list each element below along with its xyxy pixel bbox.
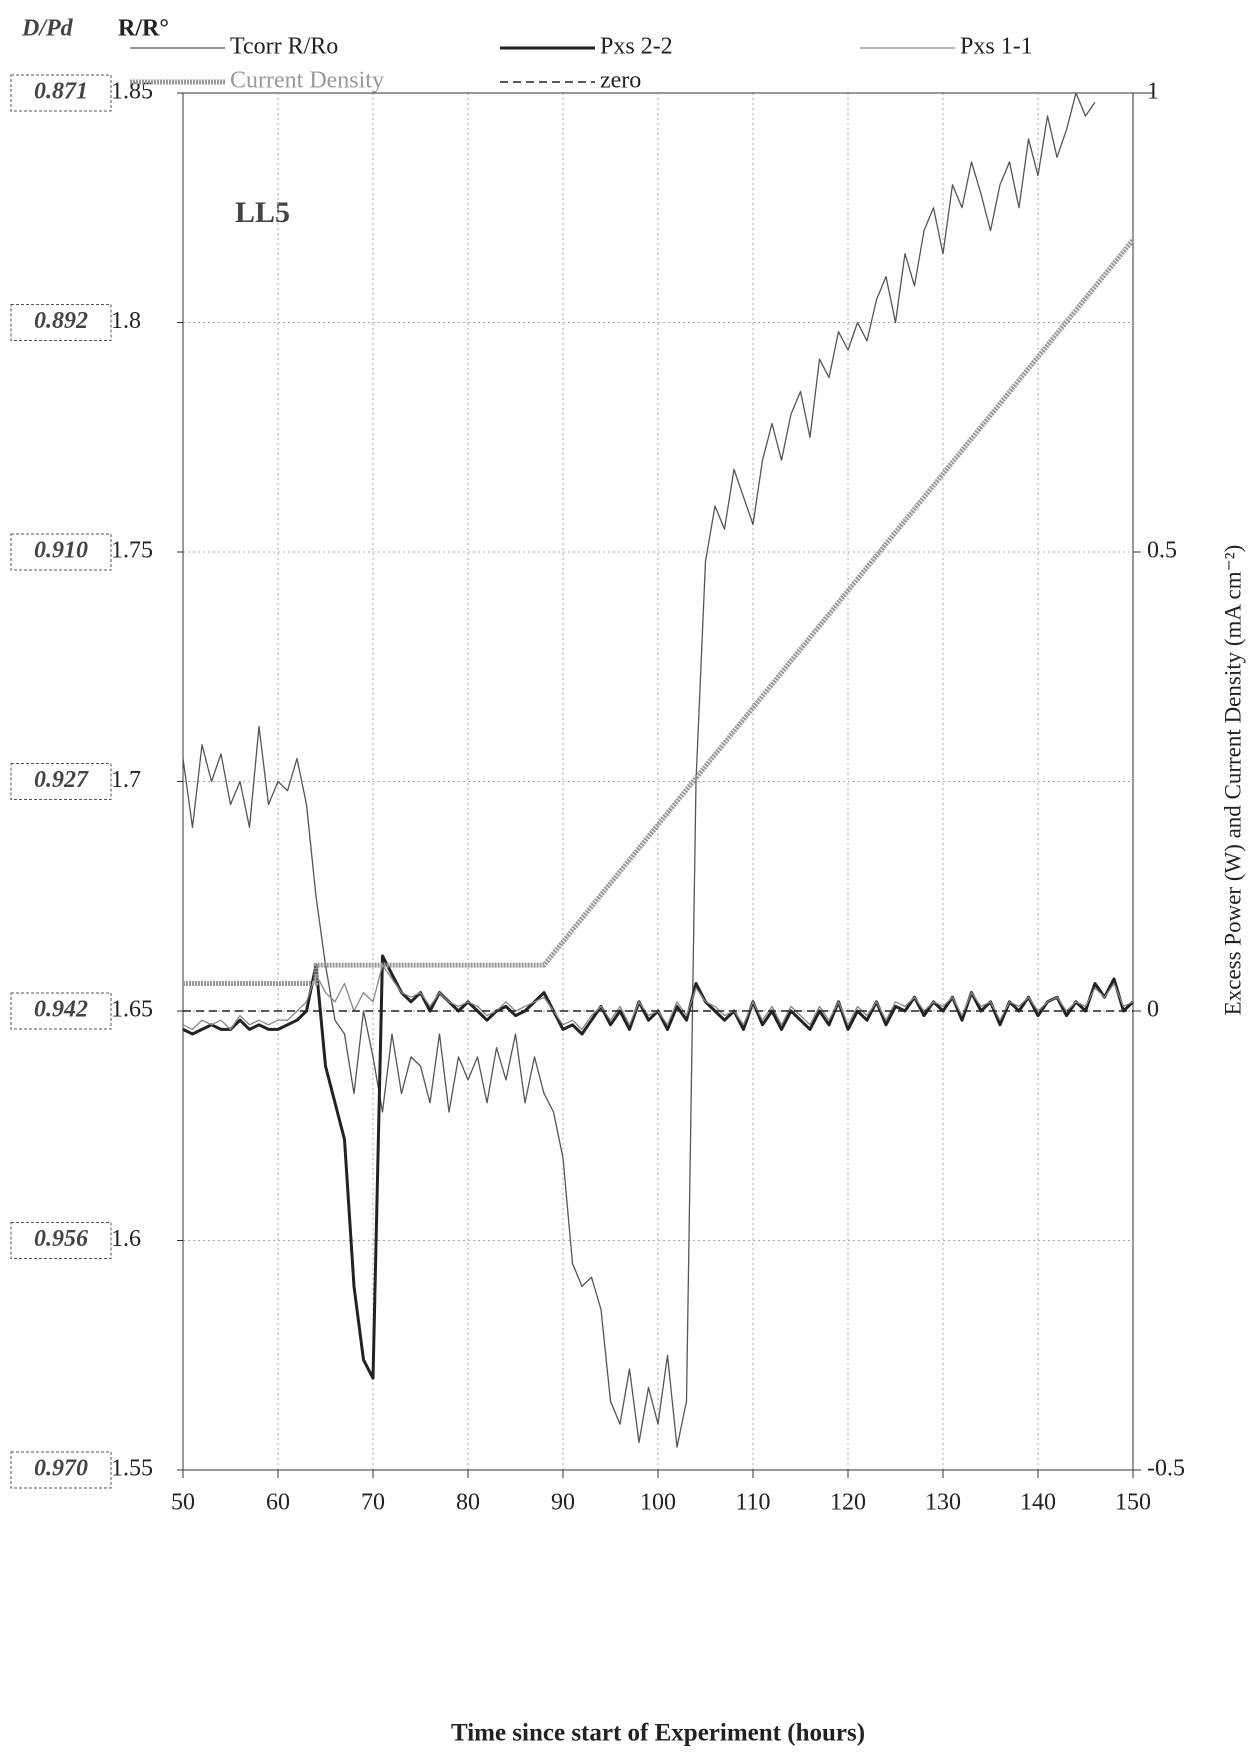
y-axis-title: R/R° <box>118 16 169 42</box>
x-tick-label: 50 <box>171 1490 195 1516</box>
x-tick-label: 90 <box>551 1490 575 1516</box>
legend-label: Pxs 2-2 <box>600 34 673 60</box>
dpd-label: 0.892 <box>34 308 88 334</box>
legend-label: Current Density <box>230 68 384 94</box>
y2-tick-label: 1 <box>1147 79 1159 105</box>
legend-label: zero <box>600 68 641 94</box>
dpd-label: 0.871 <box>34 79 88 105</box>
dpd-label: 0.970 <box>34 1456 88 1482</box>
legend-label: Pxs 1-1 <box>960 34 1033 60</box>
dpd-box <box>10 1222 112 1259</box>
x-tick-label: 70 <box>361 1490 385 1516</box>
annotation: LL5 <box>235 196 290 229</box>
dpd-label: 0.942 <box>34 997 88 1023</box>
y-tick-label: 1.65 <box>111 997 153 1023</box>
x-tick-label: 130 <box>925 1490 961 1516</box>
dpd-box <box>10 533 112 571</box>
dpd-label: 0.927 <box>34 767 89 793</box>
x-axis-title: Time since start of Experiment (hours) <box>451 1720 865 1747</box>
y-tick-label: 1.6 <box>111 1226 141 1252</box>
series-line <box>182 92 1096 1448</box>
dpd-box <box>10 74 112 112</box>
dpd-box <box>10 304 112 341</box>
y-tick-label: 1.55 <box>111 1456 153 1482</box>
legend-label: Tcorr R/Ro <box>230 34 338 60</box>
dpd-box <box>10 992 112 1030</box>
y2-axis-title: Excess Power (W) and Current Density (mA… <box>1220 545 1245 1016</box>
x-tick-label: 140 <box>1020 1490 1056 1516</box>
x-tick-label: 110 <box>735 1490 770 1516</box>
x-tick-label: 60 <box>266 1490 290 1516</box>
x-tick-label: 80 <box>456 1490 480 1516</box>
y3-axis-title: D/Pd <box>21 16 74 42</box>
x-tick-label: 150 <box>1115 1490 1151 1516</box>
x-tick-label: 100 <box>640 1490 676 1516</box>
y-tick-label: 1.8 <box>111 308 141 334</box>
y2-tick-label: -0.5 <box>1147 1456 1185 1482</box>
dpd-label: 0.910 <box>34 538 88 564</box>
y-tick-label: 1.7 <box>111 767 141 793</box>
y-tick-label: 1.75 <box>111 538 153 564</box>
dpd-label: 0.956 <box>34 1226 88 1252</box>
y2-tick-label: 0 <box>1147 997 1159 1023</box>
dpd-box <box>10 763 112 800</box>
x-tick-label: 120 <box>830 1490 866 1516</box>
dpd-box <box>10 1451 112 1489</box>
y2-tick-label: 0.5 <box>1147 538 1177 564</box>
series-line <box>183 238 1135 986</box>
